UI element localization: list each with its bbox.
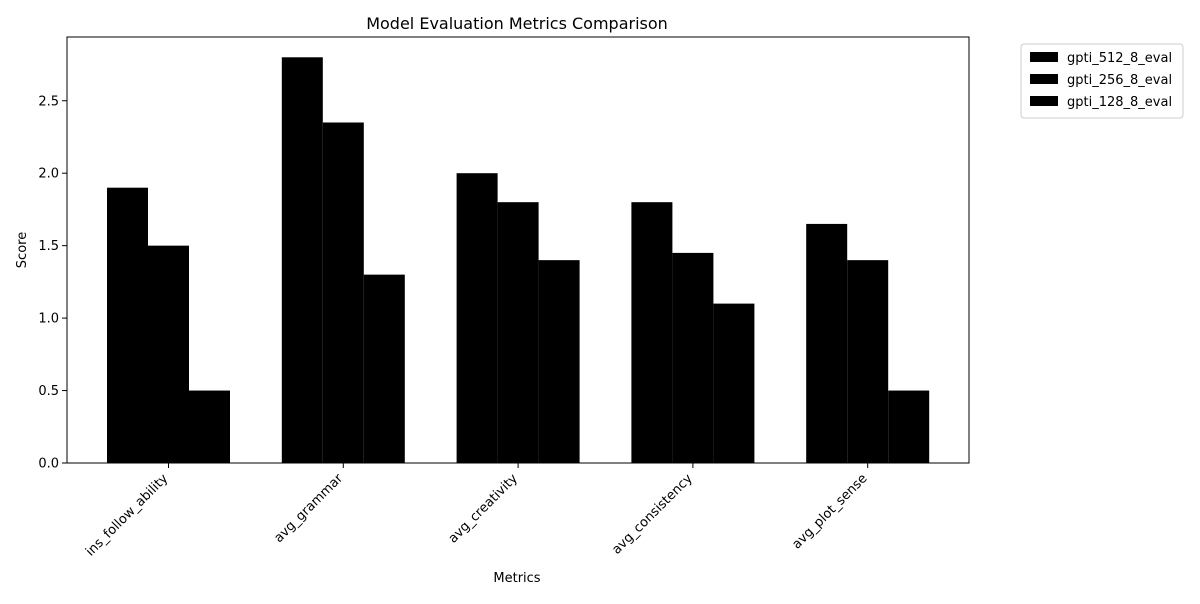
bar-gpti_128_8_eval-avg_grammar bbox=[363, 274, 405, 463]
y-tick-label: 1.0 bbox=[38, 312, 59, 327]
bar-gpti_512_8_eval-avg_plot_sense bbox=[806, 223, 848, 463]
bar-gpti_128_8_eval-avg_plot_sense bbox=[888, 390, 930, 463]
legend: gpti_512_8_eval gpti_256_8_eval gpti_128_8… bbox=[1020, 43, 1184, 119]
legend-label: gpti_256_8_eval bbox=[1067, 73, 1172, 88]
legend-label: gpti_512_8_eval bbox=[1067, 51, 1172, 66]
bar-gpti_512_8_eval-avg_grammar bbox=[281, 57, 323, 463]
bars-layer bbox=[107, 57, 930, 464]
x-tick-label: avg_plot_sense bbox=[789, 471, 870, 552]
y-tick-label: 2.5 bbox=[38, 94, 59, 109]
x-tick-label: avg_grammar bbox=[271, 471, 346, 546]
x-axis-label: Metrics bbox=[493, 571, 540, 586]
x-tick-label: avg_consistency bbox=[609, 471, 696, 558]
bar-gpti_256_8_eval-avg_creativity bbox=[497, 202, 539, 463]
bar-gpti_256_8_eval-avg_grammar bbox=[322, 122, 364, 464]
bar-gpti_256_8_eval-ins_follow_ability bbox=[148, 245, 189, 463]
bar-gpti_256_8_eval-avg_consistency bbox=[672, 252, 714, 463]
legend-swatch bbox=[1030, 96, 1058, 106]
y-tick-label: 0.0 bbox=[38, 457, 59, 472]
legend-swatch bbox=[1030, 52, 1058, 62]
y-tick-label: 2.0 bbox=[38, 167, 59, 182]
legend-swatch bbox=[1030, 74, 1058, 84]
bar-gpti_128_8_eval-ins_follow_ability bbox=[189, 390, 230, 463]
bar-gpti_128_8_eval-avg_consistency bbox=[713, 303, 755, 463]
bar-gpti_512_8_eval-ins_follow_ability bbox=[107, 187, 148, 463]
x-tick-label: ins_follow_ability bbox=[83, 471, 171, 559]
x-tick-label: avg_creativity bbox=[446, 471, 521, 546]
chart-title: Model Evaluation Metrics Comparison bbox=[366, 14, 668, 33]
y-tick-label: 0.5 bbox=[38, 384, 59, 399]
legend-box bbox=[1020, 43, 1184, 119]
bar-gpti_128_8_eval-avg_creativity bbox=[538, 260, 580, 463]
legend-label: gpti_128_8_eval bbox=[1067, 95, 1172, 110]
y-tick-label: 1.5 bbox=[38, 239, 59, 254]
y-axis-label: Score bbox=[15, 232, 30, 268]
bar-gpti_512_8_eval-avg_consistency bbox=[631, 202, 673, 463]
bar-gpti_256_8_eval-avg_plot_sense bbox=[847, 260, 889, 463]
bar-gpti_512_8_eval-avg_creativity bbox=[456, 173, 498, 463]
